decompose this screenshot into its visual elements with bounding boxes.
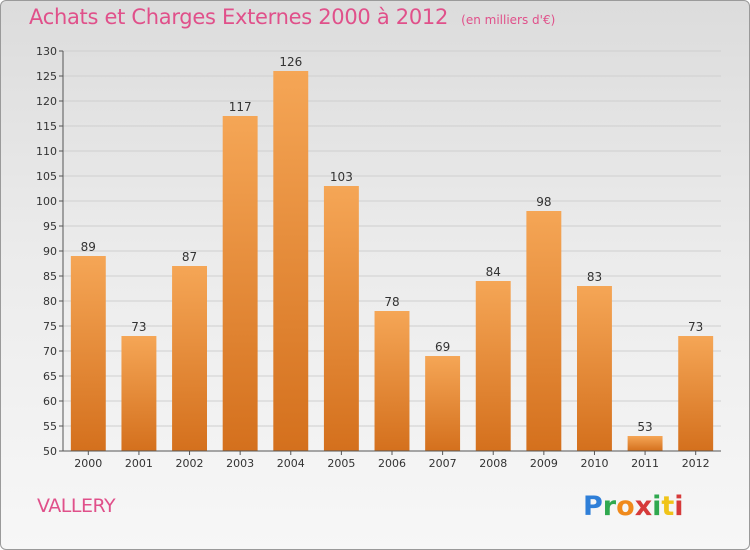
proxiti-logo: Proxiti — [583, 491, 684, 522]
bar-2005 — [323, 186, 359, 451]
data-label: 89 — [81, 240, 96, 254]
data-label: 117 — [229, 100, 252, 114]
bar-2012 — [678, 336, 714, 451]
x-tick-label: 2000 — [74, 457, 102, 470]
logo-letter: i — [652, 491, 662, 522]
y-tick-label: 75 — [43, 320, 57, 333]
data-label: 103 — [330, 170, 353, 184]
y-tick-label: 70 — [43, 345, 57, 358]
x-tick-label: 2003 — [226, 457, 254, 470]
logo-letter: i — [674, 491, 684, 522]
bar-2006 — [374, 311, 410, 451]
bar-2002 — [172, 266, 208, 451]
bar-2010 — [576, 286, 612, 451]
chart-title: Achats et Charges Externes 2000 à 2012 — [29, 5, 449, 29]
y-tick-label: 55 — [43, 420, 57, 433]
y-tick-label: 130 — [36, 45, 57, 58]
data-label: 83 — [587, 270, 602, 284]
y-tick-label: 115 — [36, 120, 57, 133]
x-tick-label: 2001 — [125, 457, 153, 470]
y-tick-label: 50 — [43, 445, 57, 458]
y-tick-label: 110 — [36, 145, 57, 158]
data-label: 84 — [486, 265, 501, 279]
logo-letter: x — [634, 491, 653, 522]
x-tick-label: 2002 — [176, 457, 204, 470]
data-label: 73 — [688, 320, 703, 334]
data-label: 69 — [435, 340, 450, 354]
data-labels: 89 73 87 117 126 103 78 69 84 98 83 53 73 — [81, 55, 704, 434]
chart-subtitle: (en milliers d'€) — [461, 13, 556, 27]
y-tick-label: 100 — [36, 195, 57, 208]
bar-2009 — [526, 211, 562, 451]
bar-2001 — [121, 336, 157, 451]
data-label: 98 — [536, 195, 551, 209]
y-tick-label: 125 — [36, 70, 57, 83]
logo-letter: t — [661, 491, 675, 522]
x-tick-label: 2006 — [378, 457, 406, 470]
bar-2008 — [475, 281, 511, 451]
bar-2004 — [273, 71, 309, 451]
axes: 50 55 60 65 70 75 80 85 90 95 100 105 110 115 120 125 13… — [36, 45, 721, 470]
data-label: 53 — [637, 420, 652, 434]
commune-name: VALLERY — [37, 495, 116, 517]
x-tick-label: 2009 — [530, 457, 558, 470]
bars — [70, 71, 714, 451]
x-tick-label: 2008 — [479, 457, 507, 470]
logo-letter: o — [616, 491, 635, 522]
x-tick-label: 2011 — [631, 457, 659, 470]
bar-2007 — [425, 356, 461, 451]
y-tick-label: 80 — [43, 295, 57, 308]
x-tick-label: 2012 — [682, 457, 710, 470]
data-label: 73 — [131, 320, 146, 334]
y-tick-label: 120 — [36, 95, 57, 108]
y-tick-label: 85 — [43, 270, 57, 283]
x-tick-label: 2004 — [277, 457, 305, 470]
logo-letter: r — [602, 491, 617, 522]
data-label: 126 — [279, 55, 302, 69]
bar-2011 — [627, 436, 663, 451]
bar-2003 — [222, 116, 258, 451]
bar-2000 — [70, 256, 106, 451]
x-tick-label: 2007 — [429, 457, 457, 470]
x-tick-label: 2005 — [327, 457, 355, 470]
y-tick-label: 90 — [43, 245, 57, 258]
y-tick-label: 95 — [43, 220, 57, 233]
data-label: 87 — [182, 250, 197, 264]
title-row: Achats et Charges Externes 2000 à 2012 (… — [29, 5, 555, 29]
data-label: 78 — [384, 295, 399, 309]
logo-letter: P — [583, 491, 603, 522]
y-tick-label: 105 — [36, 170, 57, 183]
y-tick-label: 60 — [43, 395, 57, 408]
y-tick-label: 65 — [43, 370, 57, 383]
x-tick-label: 2010 — [580, 457, 608, 470]
